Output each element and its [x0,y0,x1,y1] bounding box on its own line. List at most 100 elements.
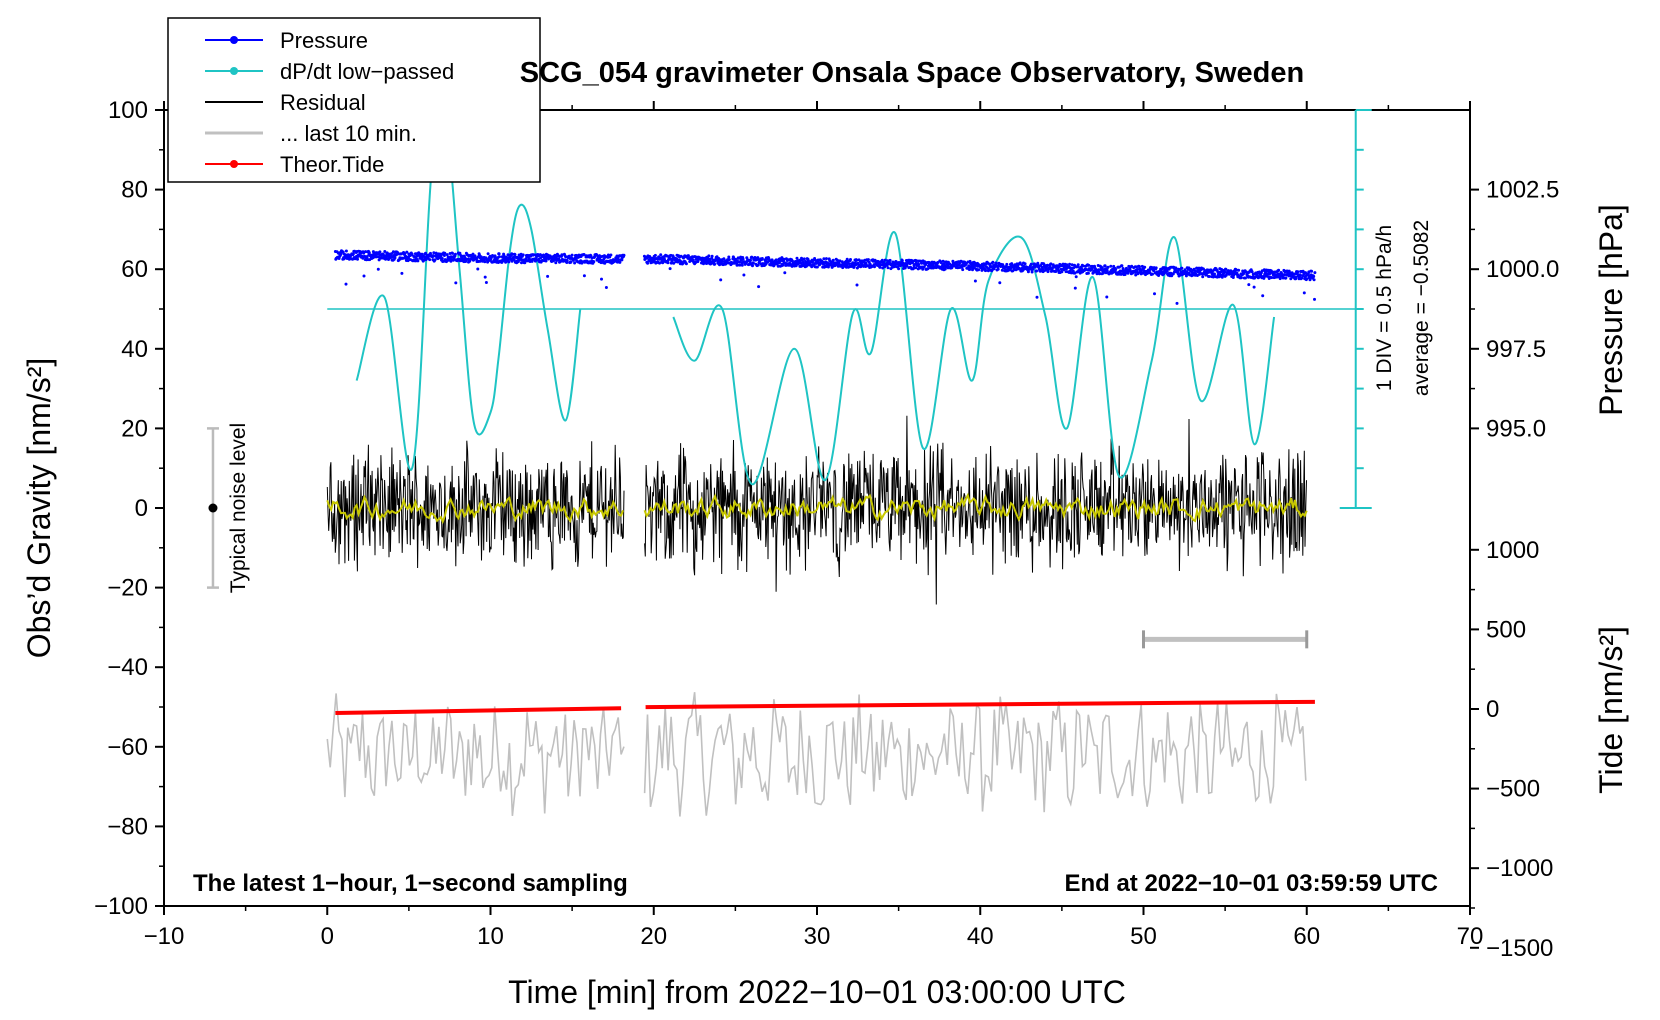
pressure-point [1296,270,1300,274]
pressure-point [443,251,447,255]
pressure-point [920,261,923,265]
pressure-point [948,262,952,266]
pressure-point [1252,285,1256,289]
annotations [206,109,1372,649]
pressure-point [1294,275,1298,279]
pressure-point [1278,277,1282,281]
pressure-point [512,258,516,262]
pressure-point [1046,270,1050,274]
y-tick-label: 100 [108,97,148,124]
pressure-point [495,258,499,262]
pressure-point [1087,263,1091,267]
pressure-point [838,259,842,263]
pressure-point [365,255,369,258]
pressure-point [483,260,487,264]
pressure-point [1153,292,1156,296]
pressure-tick-label: 1000.0 [1486,256,1559,283]
pressure-point [560,253,564,257]
residual-series-line [326,415,1307,605]
pressure-point [738,263,742,267]
pressure-point [886,266,890,270]
pressure-point [1029,262,1033,266]
average-label: average = −0.5082 [1410,220,1433,396]
pressure-point [849,258,852,261]
pressure-point [351,252,355,256]
pressure-point [665,254,669,258]
pressure-point [513,253,517,257]
pressure-point [749,258,752,262]
pressure-point [778,261,781,265]
pressure-point [442,254,446,257]
pressure-point [1109,264,1113,268]
pressure-point [873,265,876,269]
pressure-point [428,258,432,262]
pressure-point [799,261,803,265]
pressure-point [367,251,371,255]
legend-label-tide: Theor.Tide [280,152,384,177]
pressure-point [403,252,407,256]
pressure-point [1262,276,1266,280]
pressure-point [604,286,608,289]
x-tick-label: 20 [640,923,667,950]
pressure-point [424,251,428,255]
pressure-point [941,259,945,263]
x-tick-label: 40 [967,923,994,950]
pressure-point [1180,266,1184,270]
pressure-point [1060,270,1064,274]
pressure-point [659,253,663,257]
pressure-point [751,261,755,265]
tide-tick-label: 500 [1486,616,1526,643]
pressure-point [471,252,475,256]
pressure-point [666,261,670,265]
pressure-point [1151,272,1154,276]
pressure-point [722,257,726,261]
pressure-point [1250,270,1254,274]
pressure-point [1068,262,1072,266]
pressure-point [1261,294,1265,298]
pressure-point [646,261,650,265]
pressure-point [1308,278,1312,282]
pressure-point [1070,263,1074,267]
pressure-point [1106,265,1110,269]
pressure-point [582,253,586,256]
tide-tick-label: −1500 [1486,935,1553,962]
pressure-point [926,267,930,271]
y-axis-label-pressure: Pressure [hPa] [1593,204,1629,416]
pressure-point [1289,277,1293,281]
legend-marker-tide [230,160,238,168]
axes: −10 0 10 20 30 40 50 60 70100806040200−20−40−60−… [94,97,1559,962]
plot-series [326,122,1356,817]
last10-series-line [326,692,1307,817]
pressure-point [393,256,397,260]
tide-tick-label: −500 [1486,776,1540,803]
x-tick-label: 30 [804,923,831,950]
smoothed-residual-line [326,492,1308,525]
pressure-point [356,257,359,261]
pressure-point [796,262,800,266]
y-tick-label: −40 [107,654,148,681]
pressure-point [1239,276,1243,280]
pressure-point [344,282,348,286]
x-tick-label: 0 [321,923,334,950]
pressure-point [582,274,586,278]
pressure-point [1074,275,1078,279]
pressure-point [458,251,462,255]
pressure-point [668,267,672,271]
pressure-point [1119,272,1123,276]
pressure-point [1184,274,1188,278]
pressure-point [1313,297,1316,301]
pressure-point [1284,276,1288,280]
y-tick-label: 0 [135,495,148,522]
pressure-point [1011,269,1015,273]
tide-tick-label: 1000 [1486,537,1539,564]
pressure-point [751,264,754,268]
bottom-right-note: End at 2022−10−01 03:59:59 UTC [1064,870,1438,897]
pressure-point [968,268,972,271]
pressure-point [1247,283,1251,287]
legend-label-dpdt: dP/dt low−passed [280,59,454,84]
pressure-point [1157,272,1161,276]
pressure-point [1059,267,1063,271]
y-tick-label: 60 [121,256,148,283]
pressure-point [521,253,525,257]
